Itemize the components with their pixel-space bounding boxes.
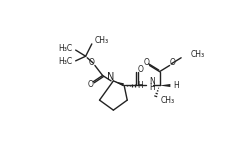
Polygon shape	[160, 84, 170, 87]
Text: O: O	[87, 80, 93, 89]
Text: O: O	[137, 65, 143, 74]
Text: N: N	[149, 77, 155, 86]
Text: H: H	[173, 81, 179, 90]
Text: CH₃: CH₃	[161, 96, 175, 105]
Polygon shape	[115, 82, 124, 86]
Text: H: H	[149, 82, 155, 92]
Text: CH₃: CH₃	[95, 36, 109, 45]
Text: O: O	[144, 58, 149, 67]
Text: CH₃: CH₃	[190, 50, 205, 59]
Text: H₃C: H₃C	[59, 44, 73, 53]
Text: O: O	[170, 58, 176, 67]
Text: H: H	[137, 81, 143, 90]
Text: N: N	[107, 72, 114, 82]
Text: H₃C: H₃C	[59, 57, 73, 66]
Text: O: O	[89, 58, 95, 67]
